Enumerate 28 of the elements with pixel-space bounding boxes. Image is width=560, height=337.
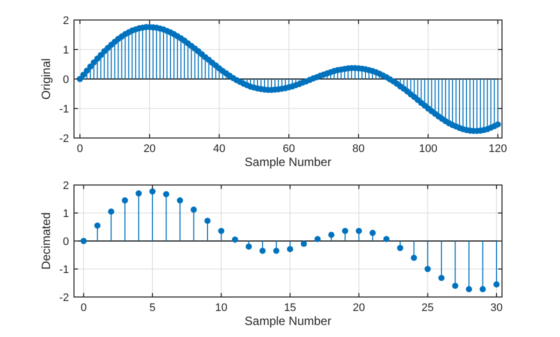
x-tick-label: 0	[80, 302, 87, 314]
y-tick-label: 2	[62, 15, 69, 27]
x-tick-label: 30	[490, 302, 503, 314]
y-axis-title: Original	[39, 58, 53, 100]
x-tick-label: 40	[213, 143, 226, 155]
y-tick-label: 2	[62, 180, 69, 192]
x-tick-label: 15	[284, 302, 296, 314]
x-tick-label: 80	[352, 143, 365, 155]
x-tick-label: 120	[488, 143, 507, 155]
y-tick-label: -1	[59, 104, 69, 116]
x-tick-label: 100	[418, 143, 438, 155]
y-axis-title: Decimated	[39, 212, 53, 270]
y-tick-label: -1	[59, 264, 69, 276]
y-tick-label: 0	[62, 236, 69, 248]
x-tick-label: 10	[215, 302, 228, 314]
y-tick-label: 0	[62, 74, 69, 86]
x-axis-title: Sample Number	[244, 155, 332, 169]
x-tick-label: 60	[282, 143, 295, 155]
y-tick-label: 1	[62, 208, 69, 220]
y-tick-label: 1	[62, 44, 69, 56]
y-tick-label: -2	[59, 292, 69, 304]
x-tick-label: 25	[422, 302, 434, 314]
x-tick-label: 5	[149, 302, 156, 314]
x-tick-label: 20	[352, 302, 365, 314]
x-tick-label: 0	[76, 143, 83, 155]
y-tick-label: -2	[59, 133, 69, 145]
x-tick-label: 20	[143, 143, 156, 155]
x-axis-title: Sample Number	[244, 314, 332, 328]
